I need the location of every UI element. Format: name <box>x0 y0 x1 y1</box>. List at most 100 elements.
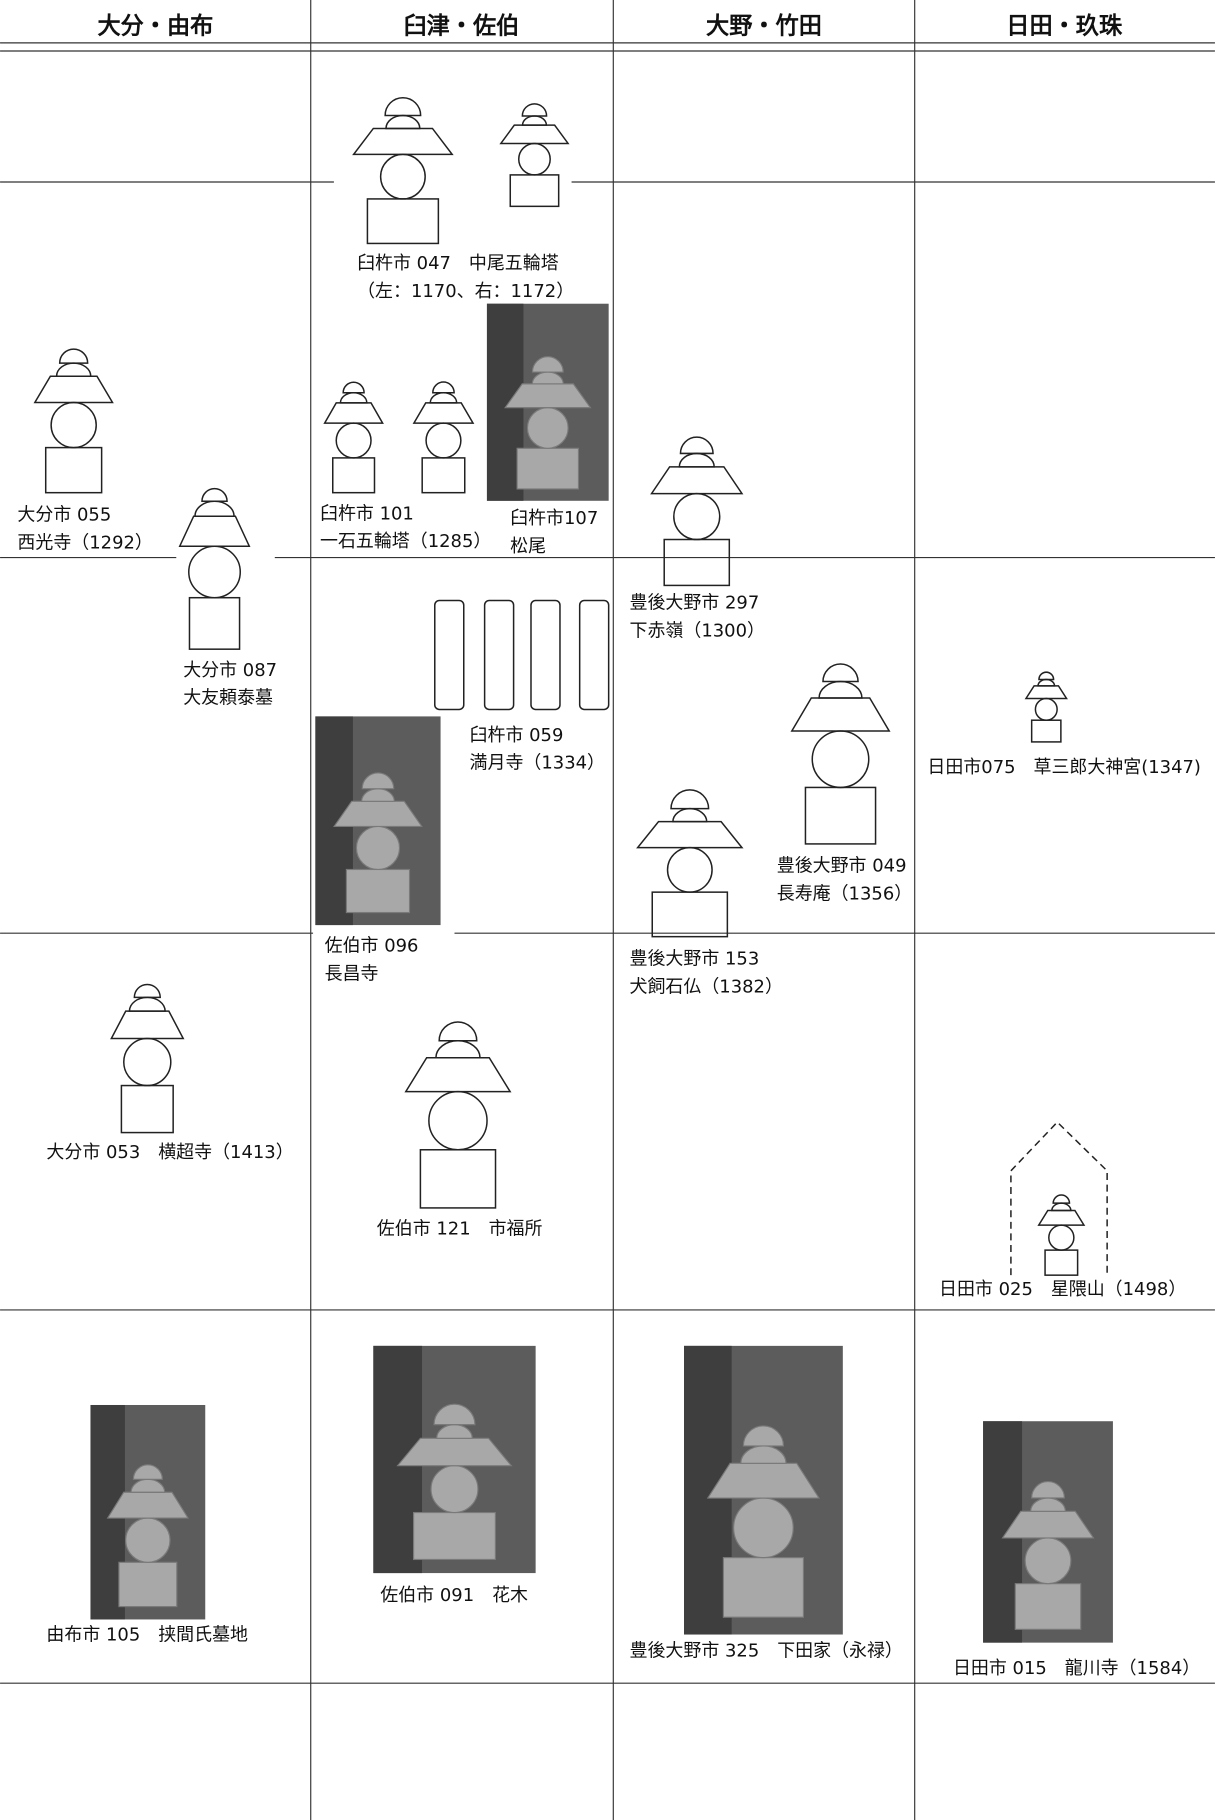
pagoda-hemisphere <box>818 680 863 699</box>
pagoda-sphere <box>335 422 372 459</box>
pagoda-finial <box>521 103 548 117</box>
pagoda-sphere <box>673 492 721 541</box>
pagoda-finial <box>132 1464 163 1480</box>
pagoda-finial <box>679 436 714 455</box>
pagoda-sphere <box>733 1497 794 1559</box>
column-header: 大分・由布 <box>97 13 213 40</box>
pagoda-roof <box>706 1462 821 1499</box>
pagoda-base <box>419 1149 497 1209</box>
pagoda-base <box>1030 719 1062 743</box>
pagoda-roof <box>1001 1510 1095 1539</box>
pagoda-roof <box>404 1056 512 1093</box>
pagoda-base <box>421 457 466 494</box>
pagoda-finial <box>58 348 89 364</box>
pagoda-finial <box>432 381 455 394</box>
photo-subject <box>504 356 592 490</box>
pagoda-base <box>722 1557 805 1618</box>
pagoda-base <box>366 198 440 245</box>
pagoda-base <box>345 868 411 914</box>
pagoda-base <box>118 1561 178 1608</box>
pagoda-roof <box>499 124 570 145</box>
pagoda-hemisphere <box>521 115 548 126</box>
pillar-sketch <box>483 599 515 711</box>
figure-caption: 大分市 053 横超寺（1413） <box>46 1142 293 1163</box>
pagoda-hemisphere <box>429 391 458 404</box>
pagoda-hemisphere <box>1037 678 1056 687</box>
figure-caption: 臼杵市107 <box>510 508 598 529</box>
pagoda-sphere <box>811 730 870 789</box>
photo-subject <box>106 1464 190 1608</box>
pagoda-hemisphere <box>128 996 166 1012</box>
photo-subject <box>396 1403 513 1561</box>
pagoda-hemisphere <box>55 362 92 377</box>
figure-caption: 日田市 015 龍川寺（1584） <box>953 1658 1200 1679</box>
figure-caption: 日田市 025 星隈山（1498） <box>939 1279 1186 1300</box>
pagoda-finial <box>1038 671 1055 681</box>
pillar-sketch <box>530 599 561 711</box>
pagoda-base <box>663 538 731 587</box>
pagoda-base <box>651 891 729 938</box>
pillar-sketch <box>434 599 465 711</box>
figure-caption: 臼杵市 059 <box>470 725 564 746</box>
pagoda-finial <box>133 983 161 999</box>
pagoda-finial <box>433 1403 476 1426</box>
figure-caption: 満月寺（1334） <box>470 753 605 774</box>
pagoda-roof <box>333 800 423 827</box>
pagoda-hemisphere <box>672 807 708 823</box>
pagoda-finial <box>1031 1481 1065 1499</box>
figure-caption: 日田市075 草三郎大神宮(1347) <box>927 757 1200 778</box>
figure-caption: 大分市 087 <box>183 660 277 681</box>
figure-caption: 松尾 <box>510 536 546 557</box>
pagoda-hemisphere <box>194 500 235 517</box>
column-header: 日田・玖珠 <box>1006 13 1123 40</box>
pagoda-sphere <box>188 545 242 599</box>
pagoda-roof <box>323 402 384 424</box>
figure-caption: 由布市 105 挟間氏墓地 <box>46 1624 248 1645</box>
pagoda-hemisphere <box>339 391 368 404</box>
pagoda-hemisphere <box>385 114 421 130</box>
pagoda-finial <box>384 96 422 117</box>
pagoda-roof <box>33 375 114 404</box>
pagoda-sphere <box>517 142 551 176</box>
pagoda-roof <box>636 820 744 849</box>
pagoda-finial <box>361 772 395 790</box>
figure-caption: 犬飼石仏（1382） <box>630 976 783 997</box>
figure-caption: 佐伯市 121 市福所 <box>377 1219 543 1240</box>
figure-caption: 大友頼泰墓 <box>183 688 273 709</box>
pagoda-sphere <box>425 422 462 459</box>
pagoda-sphere <box>526 407 569 449</box>
pagoda-roof <box>396 1437 513 1467</box>
pagoda-hemisphere <box>678 452 715 468</box>
pagoda-base <box>44 446 103 494</box>
pagoda-sphere <box>123 1037 172 1087</box>
pagoda-finial <box>438 1021 478 1042</box>
figure-caption: 長寿庵（1356） <box>777 884 912 905</box>
pagoda-sphere <box>379 153 426 200</box>
pagoda-roof <box>110 1010 185 1040</box>
pagoda-hemisphere <box>1051 1202 1072 1212</box>
pagoda-base <box>516 447 580 490</box>
figure-caption: （左：1170、右：1172） <box>357 281 574 302</box>
figure-caption: 一石五輪塔（1285） <box>320 531 491 552</box>
pagoda-base <box>1044 1249 1079 1276</box>
pagoda-sphere <box>428 1090 488 1151</box>
figure-caption: 臼杵市 101 <box>320 503 414 524</box>
pagoda-roof <box>352 127 454 156</box>
pagoda-finial <box>531 356 564 373</box>
pagoda-finial <box>342 381 365 394</box>
pagoda-finial <box>201 487 228 502</box>
pagoda-hemisphere <box>435 1039 481 1059</box>
pagoda-sphere <box>1024 1537 1072 1585</box>
pagoda-finial <box>822 663 859 683</box>
pagoda-sphere <box>666 846 713 893</box>
figure-caption: 豊後大野市 325 下田家（永禄） <box>630 1641 903 1662</box>
pagoda-sphere <box>430 1465 479 1514</box>
pagoda-base <box>332 457 376 494</box>
pagoda-sphere <box>1034 697 1058 721</box>
pagoda-roof <box>790 697 891 732</box>
pagoda-sphere <box>355 825 401 871</box>
